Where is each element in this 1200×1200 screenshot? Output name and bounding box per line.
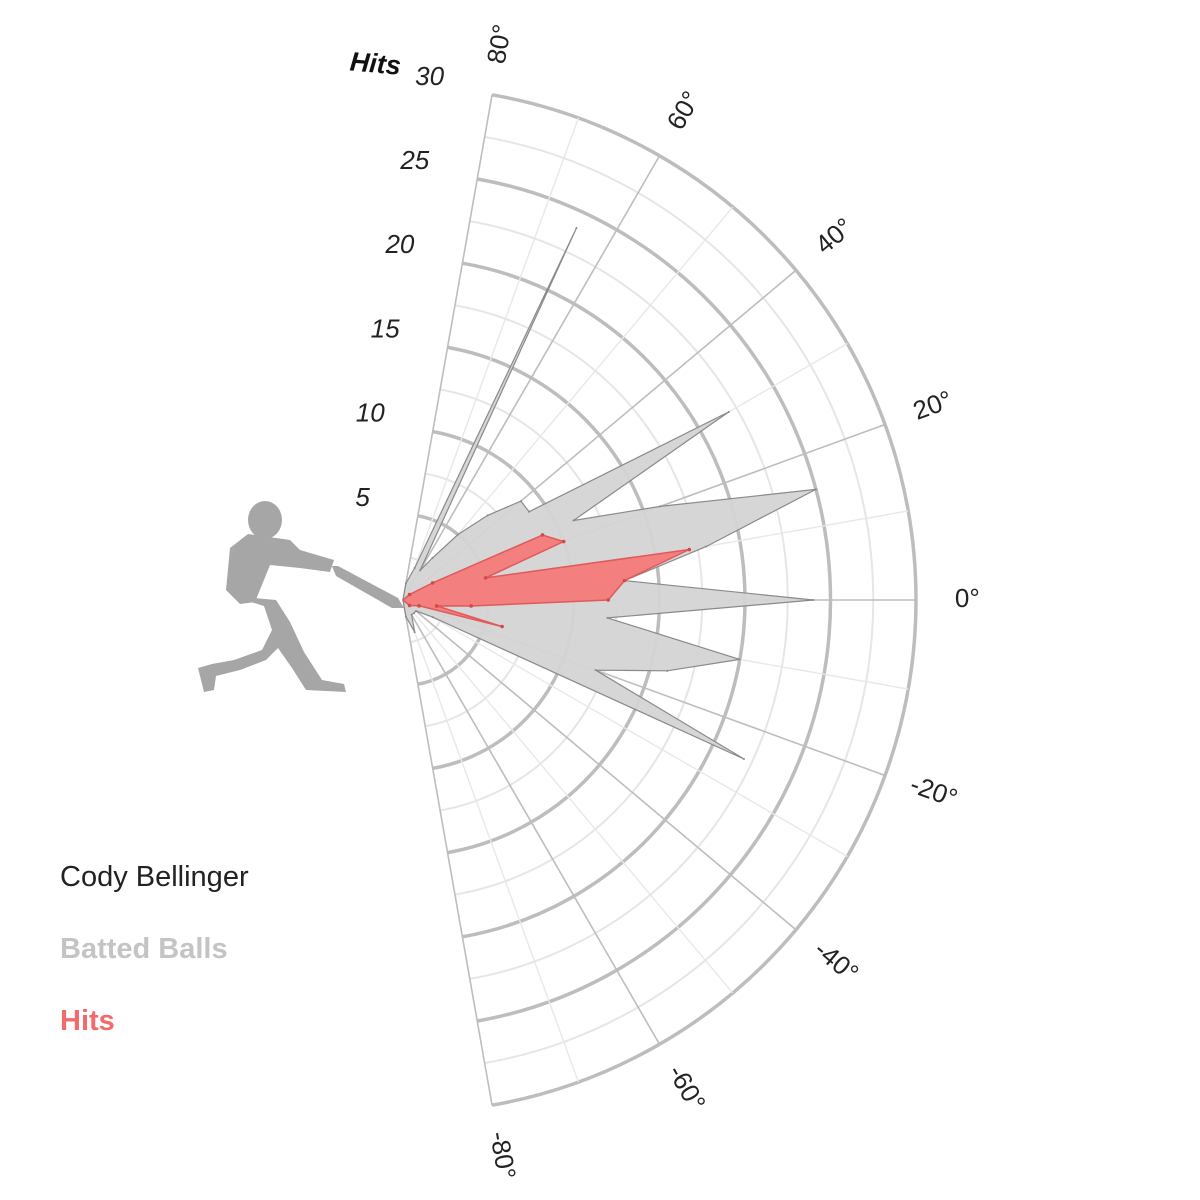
batted-balls-point — [812, 599, 815, 601]
batted-balls-point — [431, 616, 434, 619]
batted-balls-point — [572, 519, 575, 522]
hits-point — [407, 603, 412, 608]
batted-balls-point — [738, 658, 741, 661]
angle-tick-label: -80° — [484, 1129, 522, 1181]
hits-point — [500, 624, 504, 629]
radial-tick-label: 30 — [415, 61, 444, 91]
grid-spoke — [402, 155, 661, 601]
angle-tick-label: 80° — [481, 22, 517, 66]
batted-balls-point — [666, 669, 669, 672]
batted-balls-point — [528, 510, 531, 513]
batted-balls-point — [814, 488, 817, 491]
grid-spoke-minor — [402, 117, 580, 601]
angle-tick-label: 20° — [909, 384, 956, 426]
batted-balls-point — [659, 505, 662, 508]
radial-tick-label: 20 — [384, 229, 414, 259]
batted-balls-point — [419, 569, 422, 572]
hits-point — [469, 604, 473, 608]
batted-balls-point — [415, 609, 418, 612]
batted-balls-point — [486, 514, 489, 517]
hits-point — [483, 576, 488, 580]
angle-tick-label: 0° — [955, 583, 980, 613]
batted-balls-point — [413, 631, 416, 634]
batted-balls-point — [742, 757, 745, 760]
batted-balls-point — [519, 500, 522, 503]
batted-balls-point — [412, 612, 415, 615]
angle-tick-label: -20° — [906, 769, 961, 814]
legend-hits: Hits — [60, 1005, 115, 1037]
radial-tick-label: 25 — [399, 145, 429, 175]
hits-point — [687, 547, 692, 552]
hits-point — [417, 604, 421, 608]
grid-spoke — [402, 94, 493, 601]
batted-balls-point — [606, 616, 609, 619]
batted-balls-point — [575, 227, 578, 230]
batted-balls-point — [456, 533, 459, 536]
batted-balls-point — [727, 410, 730, 413]
batted-balls-point — [594, 669, 597, 672]
grid-spoke-minor — [402, 599, 848, 858]
angle-tick-label: 60° — [660, 86, 706, 135]
grid-ring — [491, 93, 918, 1107]
grid-spoke-minor — [402, 599, 580, 1083]
angle-tick-label: -40° — [809, 934, 865, 988]
hits-point — [561, 539, 566, 544]
legend: Cody Bellinger Batted Balls Hits — [60, 855, 249, 1071]
radial-tick-label: 15 — [371, 313, 400, 343]
radial-tick-label: 10 — [356, 398, 385, 428]
angle-tick-label: -60° — [662, 1059, 712, 1116]
grid-spoke — [402, 599, 493, 1106]
grid-spoke-minor — [402, 599, 734, 994]
legend-player-name: Cody Bellinger — [60, 861, 249, 893]
hits-point — [407, 592, 412, 597]
legend-batted-balls: Batted Balls — [60, 933, 228, 965]
batted-balls-point — [705, 545, 708, 548]
batted-balls-point — [410, 613, 413, 616]
hits-point — [606, 598, 610, 602]
hits-point — [540, 533, 545, 537]
radial-axis-title: Hits — [349, 46, 402, 80]
hits-point — [430, 581, 435, 585]
batted-balls-point — [404, 582, 407, 585]
grid-spoke — [402, 599, 797, 931]
grid-spoke — [402, 599, 661, 1045]
series-layer — [401, 227, 817, 760]
batter-silhouette-icon — [198, 501, 404, 692]
radial-tick-label: 5 — [355, 482, 370, 512]
hits-point — [622, 578, 627, 583]
angle-tick-label: 40° — [809, 212, 858, 260]
grid-spokes — [402, 94, 916, 1106]
batted-balls-point — [431, 556, 434, 559]
batted-balls-point — [413, 566, 416, 569]
hits-point — [434, 604, 439, 608]
batted-balls-point — [404, 615, 407, 618]
